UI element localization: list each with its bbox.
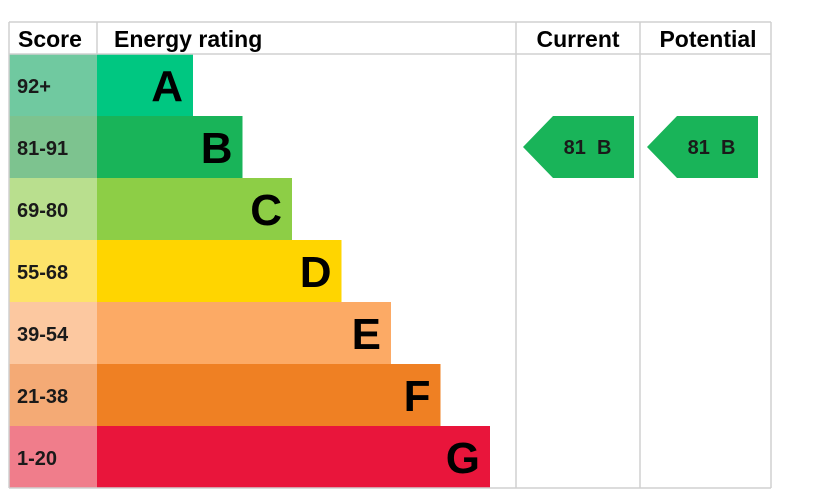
score-cell-c	[9, 178, 97, 240]
score-range-c: 69-80	[17, 200, 68, 222]
rating-letter-f: F	[404, 372, 431, 421]
score-range-f: 21-38	[17, 386, 68, 408]
potential-rating-label: 81 B	[688, 137, 736, 159]
band-a: 92+ A	[9, 54, 193, 116]
score-range-g: 1-20	[17, 448, 57, 470]
score-cell-d	[9, 240, 97, 302]
rating-bar-g	[97, 426, 490, 488]
rating-letter-a: A	[151, 62, 183, 111]
header-score: Score	[18, 26, 82, 52]
score-range-e: 39-54	[17, 324, 69, 346]
current-rating-indicator: 81 B	[523, 116, 634, 178]
current-rating-label: 81 B	[564, 137, 612, 159]
band-b: 81-91 B	[9, 116, 243, 178]
table-grid	[8, 21, 772, 489]
rating-letter-d: D	[300, 248, 332, 297]
band-g: 1-20 G	[9, 426, 490, 488]
score-cell-e	[9, 302, 97, 364]
header-potential: Potential	[659, 26, 756, 52]
rating-indicators: 81 B 81 B	[523, 116, 758, 178]
potential-rating-arrow	[647, 116, 758, 178]
header-current: Current	[536, 26, 619, 52]
band-f: 21-38 F	[9, 364, 441, 426]
band-d: 55-68 D	[9, 240, 342, 302]
rating-letter-e: E	[352, 310, 381, 359]
header-row: Score Energy rating Current Potential	[18, 26, 757, 52]
score-range-d: 55-68	[17, 262, 68, 284]
score-cell-b	[9, 116, 97, 178]
band-e: 39-54 E	[9, 302, 391, 364]
rating-letter-g: G	[446, 434, 480, 483]
rating-bar-c	[97, 178, 292, 240]
rating-bar-d	[97, 240, 342, 302]
potential-rating-indicator: 81 B	[647, 116, 758, 178]
current-rating-arrow	[523, 116, 634, 178]
header-energy-rating: Energy rating	[114, 26, 262, 52]
score-range-a: 92+	[17, 76, 51, 98]
score-cell-g	[9, 426, 97, 488]
rating-bands: 92+ A 81-91 B 69-80 C 55-68 D 39-54 E 21-38 F 1-20 G	[9, 54, 490, 488]
score-cell-f	[9, 364, 97, 426]
rating-bar-a	[97, 54, 193, 116]
rating-bar-b	[97, 116, 243, 178]
rating-bar-e	[97, 302, 391, 364]
score-range-b: 81-91	[17, 138, 68, 160]
band-c: 69-80 C	[9, 178, 292, 240]
rating-letter-c: C	[250, 186, 282, 235]
score-cell-a	[9, 54, 97, 116]
rating-bar-f	[97, 364, 441, 426]
rating-letter-b: B	[201, 124, 233, 173]
